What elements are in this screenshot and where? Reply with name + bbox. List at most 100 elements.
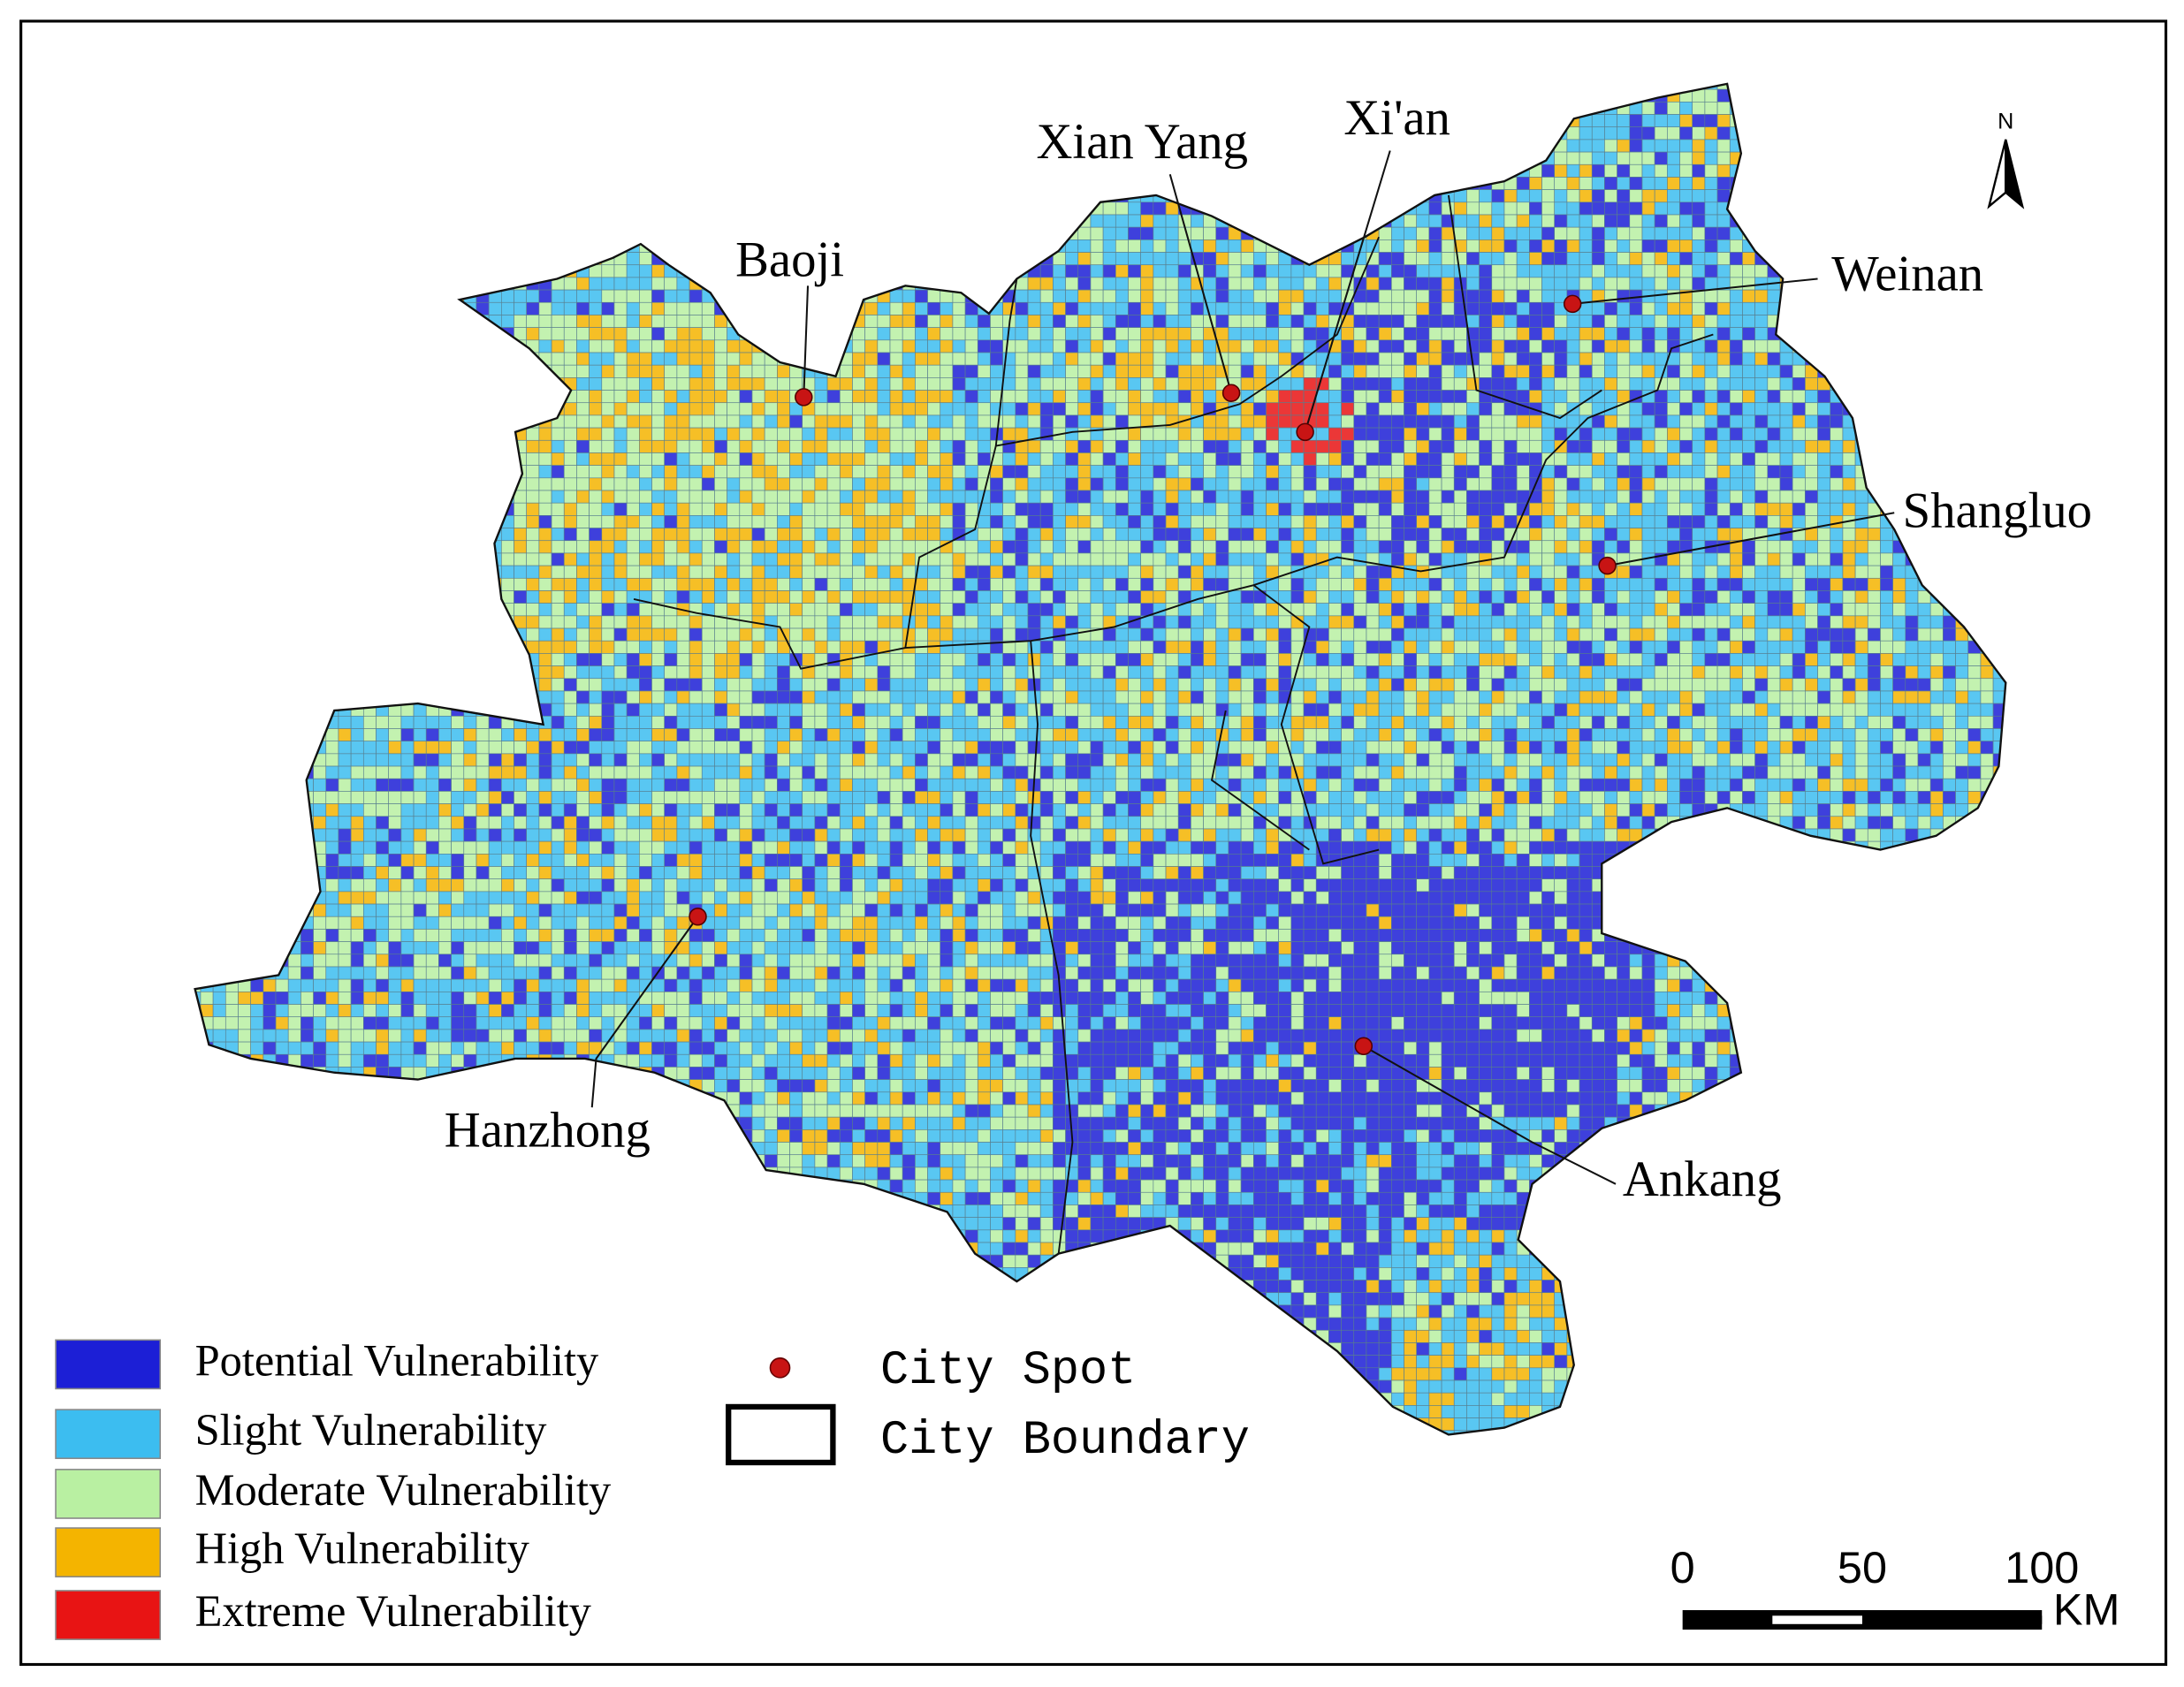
raster-cell bbox=[1604, 226, 1617, 240]
raster-cell bbox=[563, 327, 577, 341]
raster-cell bbox=[1215, 239, 1229, 253]
raster-cell bbox=[1065, 390, 1079, 404]
raster-cell bbox=[1102, 465, 1116, 479]
raster-cell bbox=[1679, 264, 1693, 278]
raster-cell bbox=[1165, 465, 1179, 479]
raster-cell bbox=[651, 452, 666, 466]
raster-cell bbox=[576, 327, 590, 341]
raster-cell bbox=[927, 402, 941, 416]
raster-cell bbox=[1266, 427, 1279, 441]
raster-cell bbox=[1153, 439, 1167, 453]
raster-cell bbox=[751, 402, 765, 416]
raster-cell bbox=[601, 477, 615, 491]
raster-cell bbox=[1252, 414, 1267, 429]
raster-cell bbox=[613, 414, 628, 429]
raster-cell bbox=[1090, 327, 1104, 341]
raster-cell bbox=[1128, 427, 1141, 441]
raster-cell bbox=[739, 465, 753, 479]
raster-cell bbox=[576, 301, 590, 315]
raster-cell bbox=[1516, 414, 1530, 429]
raster-cell bbox=[576, 339, 590, 353]
raster-cell bbox=[1466, 226, 1480, 240]
raster-cell bbox=[1027, 289, 1041, 303]
raster-cell bbox=[1704, 239, 1718, 253]
raster-cell bbox=[1102, 201, 1116, 216]
raster-cell bbox=[1729, 439, 1743, 453]
raster-cell bbox=[877, 465, 891, 479]
raster-cell bbox=[1391, 452, 1404, 466]
raster-cell bbox=[1177, 352, 1191, 366]
raster-cell bbox=[651, 414, 666, 429]
raster-cell bbox=[1140, 452, 1154, 466]
raster-cell bbox=[1077, 277, 1092, 291]
raster-cell bbox=[1153, 214, 1167, 228]
raster-cell bbox=[1704, 352, 1718, 366]
raster-cell bbox=[1479, 252, 1493, 266]
raster-cell bbox=[1303, 315, 1317, 328]
raster-cell bbox=[1641, 339, 1655, 353]
raster-cell bbox=[1128, 439, 1141, 453]
raster-cell bbox=[576, 439, 590, 453]
raster-cell bbox=[902, 327, 916, 341]
raster-cell bbox=[1404, 315, 1417, 328]
raster-cell bbox=[1153, 402, 1167, 416]
raster-cell bbox=[1453, 465, 1467, 479]
raster-cell bbox=[563, 490, 577, 504]
raster-cell bbox=[1416, 414, 1430, 429]
raster-cell bbox=[1065, 339, 1079, 353]
raster-cell bbox=[1102, 452, 1116, 466]
raster-cell bbox=[1391, 252, 1404, 266]
raster-cell bbox=[1441, 252, 1455, 266]
raster-cell bbox=[927, 414, 941, 429]
raster-cell bbox=[902, 339, 916, 353]
raster-cell bbox=[1654, 214, 1668, 228]
raster-cell bbox=[1453, 490, 1467, 504]
raster-cell bbox=[1466, 301, 1480, 315]
raster-cell bbox=[1353, 414, 1367, 429]
raster-cell bbox=[877, 390, 891, 404]
raster-cell bbox=[877, 301, 891, 315]
raster-cell bbox=[1641, 402, 1655, 416]
raster-cell bbox=[514, 301, 528, 315]
raster-cell bbox=[1303, 439, 1317, 453]
raster-cell bbox=[1266, 490, 1279, 504]
raster-cell bbox=[1391, 414, 1404, 429]
raster-cell bbox=[1278, 390, 1292, 404]
raster-cell bbox=[915, 315, 928, 328]
raster-cell bbox=[664, 327, 678, 341]
raster-cell bbox=[601, 402, 615, 416]
raster-cell bbox=[1140, 477, 1154, 491]
raster-cell bbox=[1629, 339, 1643, 353]
raster-cell bbox=[1278, 439, 1292, 453]
raster-cell bbox=[664, 339, 678, 353]
raster-cell bbox=[1315, 465, 1329, 479]
raster-cell bbox=[1566, 264, 1580, 278]
raster-cell bbox=[1554, 364, 1568, 378]
raster-cell bbox=[1015, 364, 1029, 378]
raster-cell bbox=[1453, 226, 1467, 240]
raster-cell bbox=[1629, 414, 1643, 429]
raster-cell bbox=[589, 439, 603, 453]
raster-cell bbox=[563, 452, 577, 466]
raster-cell bbox=[864, 465, 879, 479]
raster-cell bbox=[1654, 264, 1668, 278]
raster-cell bbox=[1077, 490, 1092, 504]
raster-cell bbox=[1654, 427, 1668, 441]
raster-cell bbox=[689, 490, 703, 504]
raster-cell bbox=[1053, 490, 1066, 504]
raster-cell bbox=[1027, 315, 1041, 328]
raster-cell bbox=[1629, 163, 1643, 178]
raster-cell bbox=[1591, 377, 1605, 391]
raster-cell bbox=[902, 364, 916, 378]
raster-cell bbox=[977, 390, 991, 404]
raster-cell bbox=[1053, 327, 1066, 341]
raster-cell bbox=[1667, 126, 1680, 141]
raster-cell bbox=[1165, 277, 1179, 291]
raster-cell bbox=[1203, 477, 1217, 491]
raster-cell bbox=[1240, 239, 1254, 253]
raster-cell bbox=[1065, 315, 1079, 328]
raster-cell bbox=[990, 377, 1003, 391]
raster-cell bbox=[977, 339, 991, 353]
raster-cell bbox=[814, 414, 828, 429]
raster-cell bbox=[1177, 327, 1191, 341]
